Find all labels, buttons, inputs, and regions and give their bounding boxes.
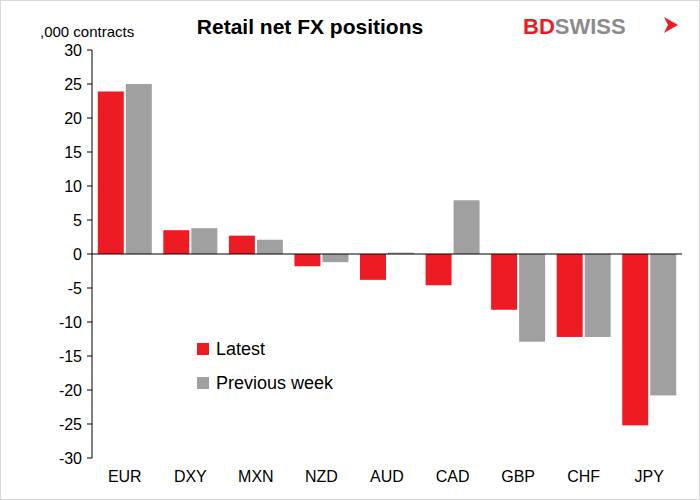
bar: [294, 254, 320, 266]
legend-swatch: [197, 343, 209, 355]
y-tick-label: -20: [59, 382, 82, 399]
y-tick: [87, 322, 92, 323]
y-tick-label: -15: [59, 348, 82, 365]
y-tick-label: 15: [64, 144, 82, 161]
x-tick-label: GBP: [501, 468, 535, 485]
y-tick: [87, 424, 92, 425]
x-tick-label: AUD: [370, 468, 404, 485]
x-tick-label: NZD: [305, 468, 338, 485]
y-tick-label: 25: [64, 76, 82, 93]
bar: [191, 228, 217, 254]
bar: [622, 254, 648, 425]
bars: [98, 84, 676, 425]
y-tick: [87, 84, 92, 85]
bar: [257, 240, 283, 254]
y-tick: [87, 390, 92, 391]
x-tick-label: CAD: [436, 468, 470, 485]
bar: [360, 254, 386, 280]
bar: [557, 254, 583, 337]
title: Retail net FX positions: [197, 15, 423, 38]
bar: [585, 254, 611, 337]
y-axis-label: ,000 contracts: [40, 23, 134, 40]
y-tick-label: -5: [68, 280, 82, 297]
x-tick-label: CHF: [567, 468, 600, 485]
bar: [322, 254, 348, 262]
y-tick: [87, 186, 92, 187]
x-tick-label: MXN: [238, 468, 274, 485]
y-tick: [87, 458, 92, 459]
bar: [98, 91, 124, 254]
y-tick-label: -30: [59, 450, 82, 467]
y-tick-label: -25: [59, 416, 82, 433]
x-tick-label: EUR: [108, 468, 142, 485]
y-tick-label: 5: [73, 212, 82, 229]
y-tick: [87, 152, 92, 153]
logo-part: BD: [523, 14, 555, 39]
legend-label: Latest: [216, 339, 265, 359]
logo-icon: [664, 17, 678, 33]
chart: Retail net FX positions ,000 contracts BDS…: [0, 0, 700, 500]
bar: [519, 254, 545, 342]
y-tick-label: 10: [64, 178, 82, 195]
y-tick-label: -10: [59, 314, 82, 331]
bar: [650, 254, 676, 395]
logo: BDSWISS: [523, 14, 626, 39]
y-tick: [87, 220, 92, 221]
bar: [426, 254, 452, 285]
y-tick: [87, 118, 92, 119]
y-tick-label: 0: [73, 246, 82, 263]
chart-border: [1, 1, 700, 500]
y-tick: [87, 254, 92, 255]
x-axis-line: [92, 254, 682, 255]
bar: [163, 230, 189, 254]
legend-label: Previous week: [216, 373, 334, 393]
bar: [454, 200, 480, 254]
bar: [126, 84, 152, 254]
y-tick-label: 20: [64, 110, 82, 127]
logo-part: SWISS: [555, 14, 626, 39]
y-tick: [87, 288, 92, 289]
legend-swatch: [197, 377, 209, 389]
x-tick-label: JPY: [635, 468, 665, 485]
y-tick: [87, 50, 92, 51]
bar: [491, 254, 517, 310]
bar: [229, 236, 255, 254]
y-tick-label: 30: [64, 42, 82, 59]
x-tick-label: DXY: [174, 468, 207, 485]
y-tick: [87, 356, 92, 357]
